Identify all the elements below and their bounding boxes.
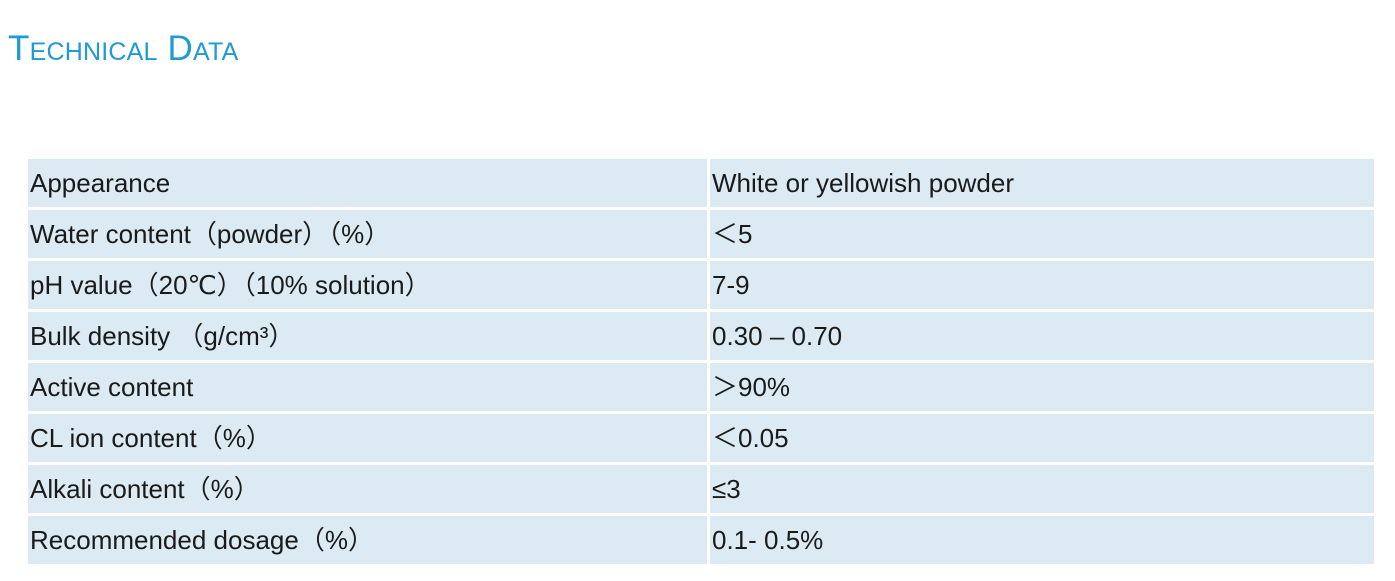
value-cell: ≤3: [707, 465, 1374, 513]
value-cell: ＜0.05: [707, 414, 1374, 462]
property-cell: CL ion content（%）: [28, 414, 707, 462]
table-row: Alkali content（%） ≤3: [28, 465, 1374, 513]
property-cell: Water content（powder）（%）: [28, 210, 707, 258]
value-cell: ＞90%: [707, 363, 1374, 411]
page-title: Technical Data: [8, 29, 239, 68]
property-cell: Recommended dosage（%）: [28, 516, 707, 564]
value-cell: 0.30 – 0.70: [707, 312, 1374, 360]
property-cell: pH value（20℃）（10% solution）: [28, 261, 707, 309]
table-row: Water content（powder）（%） ＜5: [28, 210, 1374, 258]
property-cell: Appearance: [28, 159, 707, 207]
technical-data-table: Appearance White or yellowish powder Wat…: [28, 156, 1374, 567]
property-cell: Active content: [28, 363, 707, 411]
value-cell: ＜5: [707, 210, 1374, 258]
table-row: CL ion content（%） ＜0.05: [28, 414, 1374, 462]
table-row: Active content ＞90%: [28, 363, 1374, 411]
value-cell: 7-9: [707, 261, 1374, 309]
value-cell: 0.1- 0.5%: [707, 516, 1374, 564]
table-row: Appearance White or yellowish powder: [28, 159, 1374, 207]
property-cell: Bulk density （g/cm³）: [28, 312, 707, 360]
table-row: pH value（20℃）（10% solution） 7-9: [28, 261, 1374, 309]
table-row: Recommended dosage（%） 0.1- 0.5%: [28, 516, 1374, 564]
property-cell: Alkali content（%）: [28, 465, 707, 513]
value-cell: White or yellowish powder: [707, 159, 1374, 207]
table-row: Bulk density （g/cm³） 0.30 – 0.70: [28, 312, 1374, 360]
